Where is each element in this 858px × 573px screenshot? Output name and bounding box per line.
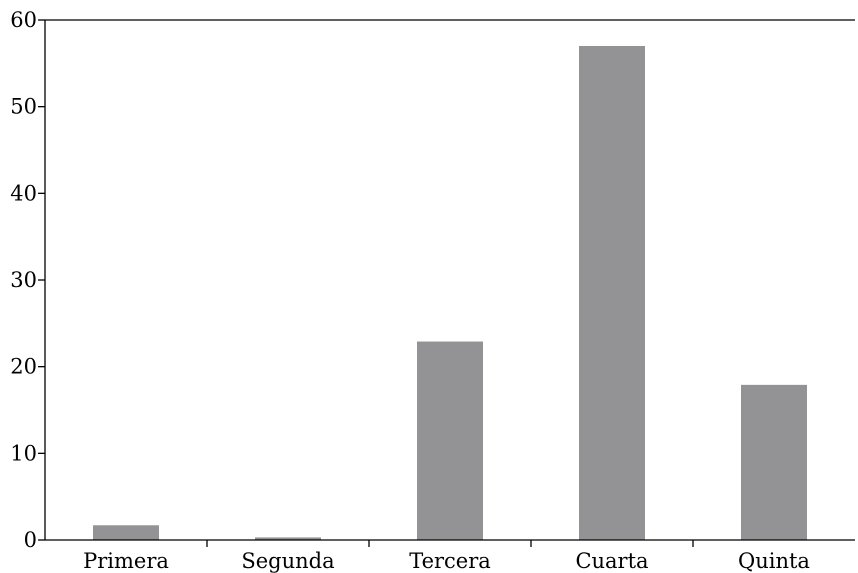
y-tick-label-40: 40 — [10, 181, 37, 205]
x-tick-label-quinta: Quinta — [738, 549, 810, 573]
bar-tercera — [417, 341, 483, 540]
bars-group — [93, 46, 807, 540]
bar-quinta — [741, 384, 807, 540]
y-tick-label-60: 60 — [10, 8, 37, 32]
x-tick-label-tercera: Tercera — [409, 549, 491, 573]
bar-segunda — [255, 537, 321, 540]
y-tick-label-20: 20 — [10, 355, 37, 379]
x-tick-label-cuarta: Cuarta — [575, 549, 648, 573]
x-tick-label-primera: Primera — [83, 549, 169, 573]
x-tick-label-segunda: Segunda — [241, 549, 334, 573]
y-tick-label-50: 50 — [10, 95, 37, 119]
y-tick-label-30: 30 — [10, 268, 37, 292]
x-ticks-group: Primera Segunda Tercera Cuarta Quinta — [83, 540, 810, 573]
y-tick-label-10: 10 — [10, 441, 37, 465]
y-ticks-group: 0 10 20 30 40 50 60 — [10, 8, 45, 552]
bar-primera — [93, 525, 159, 540]
bar-cuarta — [579, 46, 645, 540]
y-tick-label-0: 0 — [24, 528, 37, 552]
